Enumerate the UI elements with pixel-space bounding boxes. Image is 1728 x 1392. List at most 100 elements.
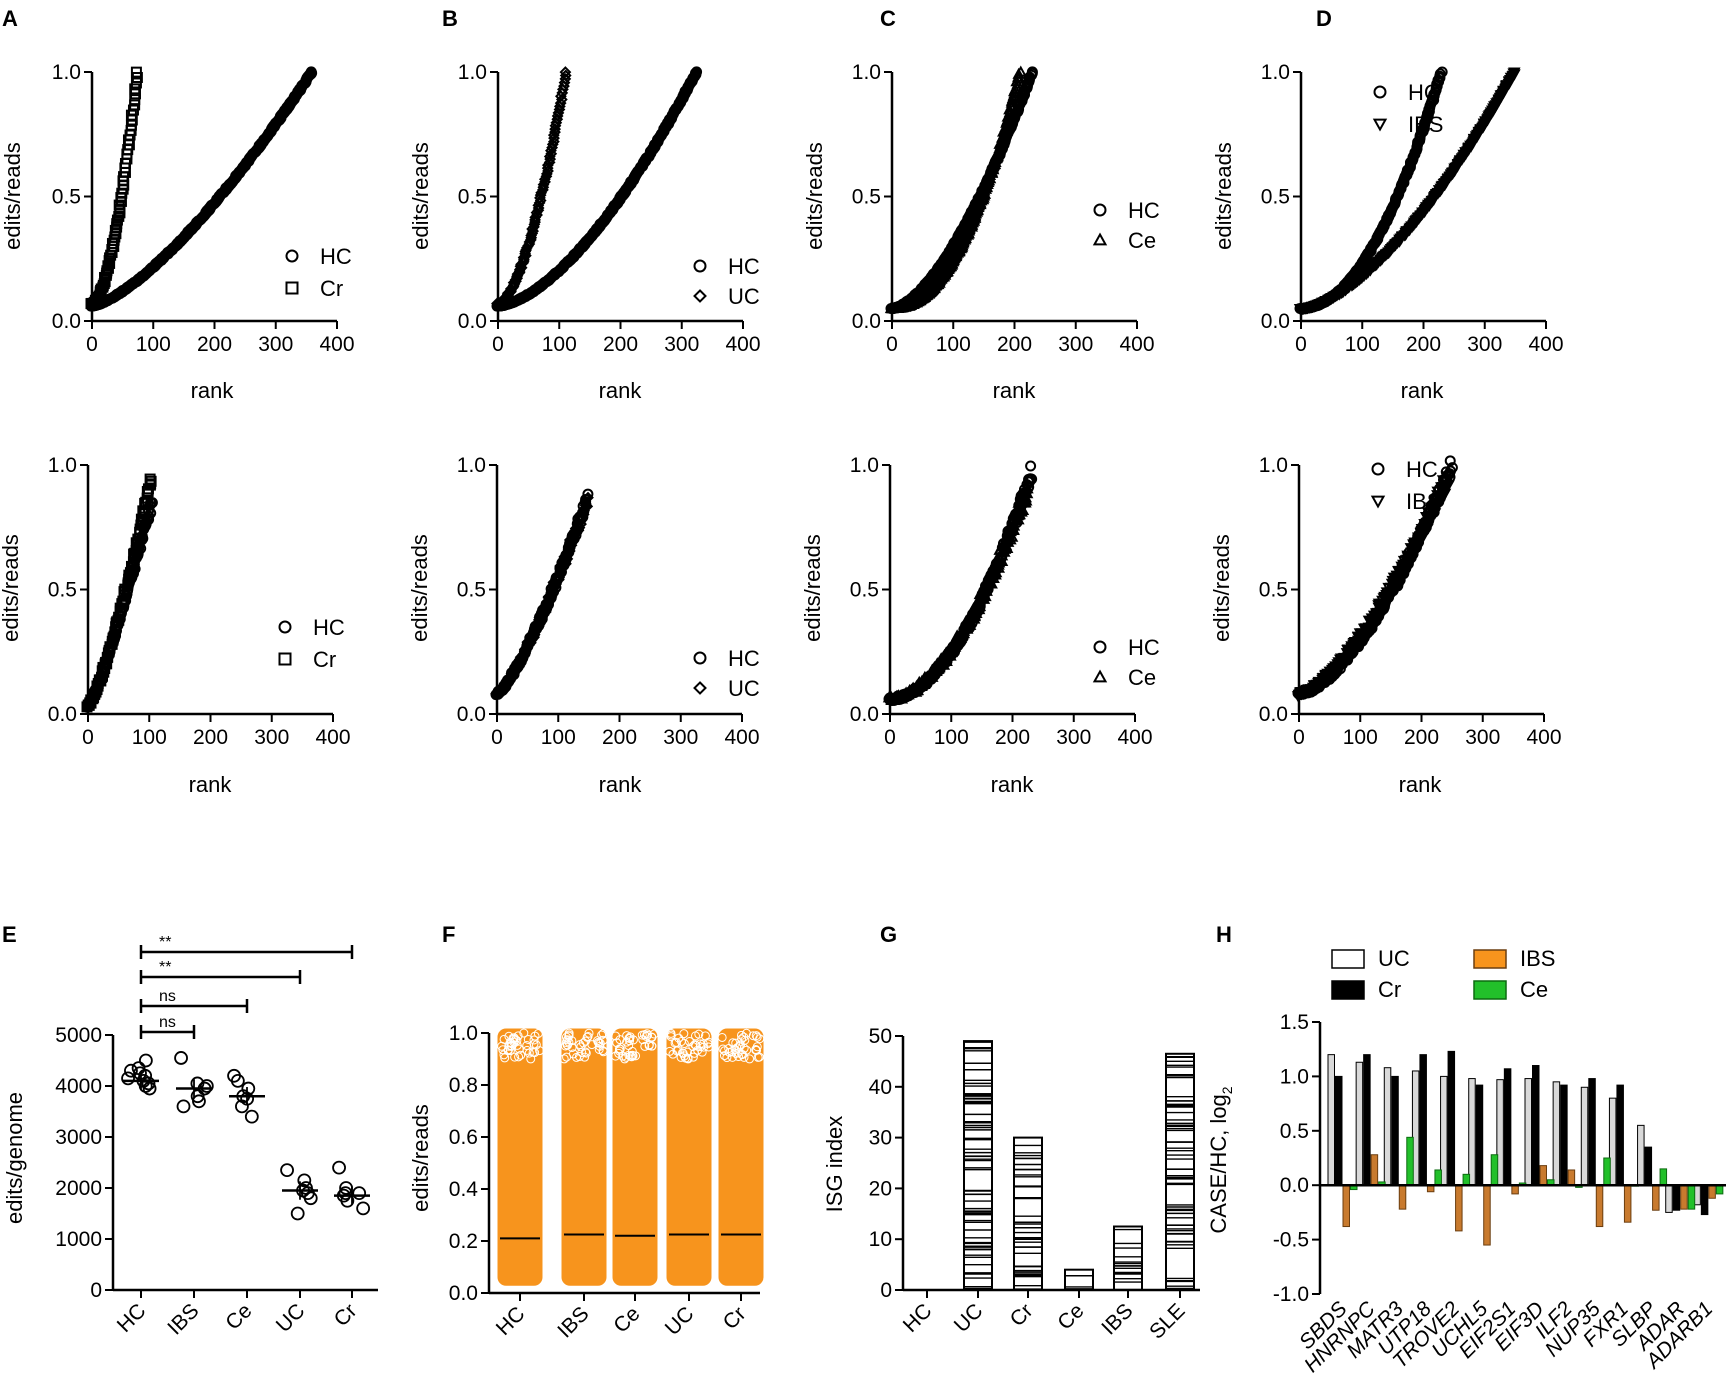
bar (1013, 1136, 1043, 1291)
legend-marker-hc (278, 620, 292, 634)
data-point (124, 1063, 138, 1078)
data-point (122, 577, 134, 589)
data-point (138, 1053, 153, 1068)
legend-marker-cr (278, 652, 292, 666)
data-point (597, 1030, 607, 1040)
bar (1539, 1165, 1547, 1186)
data-point (109, 224, 121, 236)
x-tick-label: 0 (1293, 726, 1305, 749)
y-tick-label: -0.5 (1273, 1229, 1309, 1252)
y-tick-label: 1.0 (852, 61, 881, 84)
data-point (101, 658, 113, 670)
y-tick-label: 0.0 (852, 310, 881, 333)
data-point (979, 589, 992, 602)
panel-d2: 0 100 200 300 400 0.0 0.5 1.0 rank edits/reads HC I… (1209, 454, 1562, 797)
x-tick-label: 200 (197, 333, 232, 356)
x-tick-label: 200 (193, 726, 228, 749)
y-axis-label: CASE/HC, log2 (1206, 1086, 1235, 1233)
data-point (647, 1032, 657, 1042)
data-point (980, 584, 993, 596)
y-tick-label: 1.0 (850, 454, 879, 477)
data-point (356, 1201, 371, 1216)
x-tick-label: 0 (82, 726, 94, 749)
data-point (649, 1029, 659, 1039)
data-point (691, 66, 703, 78)
data-point (545, 590, 558, 603)
data-point (637, 1030, 647, 1040)
y-tick-label: 0.0 (52, 310, 81, 333)
series-ce (1350, 1136, 1724, 1210)
data-point (513, 1031, 523, 1041)
y-tick-label: 0 (880, 1279, 892, 1302)
bar-ce (1064, 1268, 1094, 1292)
data-point (519, 1028, 529, 1038)
data-point (581, 1047, 591, 1057)
x-tick-label: 100 (132, 726, 167, 749)
data-point (734, 1042, 744, 1052)
legend-marker-ibs (1372, 118, 1388, 132)
data-point (595, 1041, 605, 1051)
data-point (679, 1029, 689, 1039)
data-point (722, 1053, 732, 1063)
data-point (611, 1031, 621, 1041)
bar (1672, 1184, 1681, 1211)
data-point (688, 1052, 698, 1062)
data-point (989, 568, 1002, 580)
data-point (176, 1099, 191, 1114)
y-tick-label: 0.5 (52, 186, 81, 209)
series-uc (490, 491, 594, 701)
data-point (1442, 474, 1455, 486)
data-point (615, 1044, 625, 1054)
legend-label-hc: HC (1408, 80, 1440, 105)
data-point (352, 1186, 367, 1200)
x-tick-label: 300 (663, 726, 698, 749)
bar (1462, 1173, 1471, 1186)
panel-letter-b: B (442, 6, 458, 31)
y-tick-label: 0.0 (457, 703, 486, 726)
legend-marker-ce (1092, 232, 1108, 246)
data-point (1434, 68, 1446, 80)
data-point (752, 1045, 762, 1055)
data-point (1386, 585, 1400, 597)
legend-label-hc: HC (1128, 635, 1160, 660)
data-point (1436, 66, 1448, 78)
data-point (500, 1053, 510, 1063)
panel-b2: 0 100 200 300 400 0.0 0.5 1.0 rank edits/reads HC U… (407, 454, 760, 797)
bar (1363, 1054, 1371, 1186)
bar (1419, 1054, 1427, 1186)
x-tick-label: 300 (254, 726, 289, 749)
bar (1113, 1225, 1143, 1291)
data-point (244, 1109, 259, 1124)
x-tick-label: 0 (492, 333, 504, 356)
legend-label-hc: HC (320, 244, 352, 269)
bar (1483, 1184, 1491, 1246)
data-point (665, 1046, 675, 1056)
data-point (492, 684, 505, 697)
data-point (625, 1051, 635, 1061)
data-point (685, 1037, 695, 1047)
x-tick-label: 400 (315, 726, 350, 749)
data-point (598, 1028, 608, 1038)
data-point (739, 1032, 749, 1042)
x-axis-label: rank (991, 772, 1035, 797)
legend-label-ibs: IBS (1406, 489, 1441, 514)
data-point (718, 1044, 728, 1054)
data-point (1021, 482, 1034, 494)
x-tick-label: 300 (664, 333, 699, 356)
y-tick-label: 1.0 (52, 61, 81, 84)
bar (1434, 1169, 1442, 1186)
data-point (683, 1047, 693, 1057)
x-tick-label: 300 (1058, 333, 1093, 356)
bar (1616, 1084, 1624, 1186)
data-point (132, 533, 144, 545)
y-axis-label: edits/genome (2, 1092, 27, 1224)
bar (1665, 1184, 1673, 1213)
data-point (498, 1045, 508, 1055)
legend-label-cr: Cr (320, 276, 343, 301)
series-ce (884, 65, 1027, 314)
bar (1327, 1054, 1335, 1186)
legend-marker-hc (693, 651, 707, 665)
data-point-edge-group (665, 1028, 714, 1064)
data-point (973, 599, 987, 612)
y-axis-label: edits/reads (800, 534, 825, 642)
